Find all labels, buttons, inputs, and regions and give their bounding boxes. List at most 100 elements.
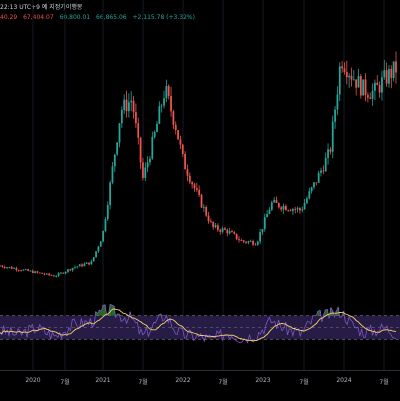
- header-value: 60,800.01: [59, 14, 91, 21]
- candle-body: [163, 98, 165, 106]
- candle-body: [48, 273, 51, 276]
- candle-body: [376, 82, 379, 86]
- candle-body: [186, 169, 189, 176]
- candle-body: [252, 241, 254, 245]
- candle-body: [193, 184, 196, 189]
- candle-body: [174, 124, 177, 131]
- candle-body: [165, 86, 168, 99]
- candle-body: [8, 267, 11, 268]
- candle-body: [106, 205, 109, 220]
- candle-body: [15, 268, 18, 271]
- candle-body: [52, 275, 55, 277]
- candle-body: [369, 97, 372, 99]
- candle-body: [226, 229, 229, 234]
- candle-body: [303, 203, 306, 210]
- candle-body: [179, 139, 182, 145]
- candle-body: [146, 162, 149, 168]
- candle-body: [395, 61, 397, 73]
- candle-body: [118, 123, 121, 143]
- candle-body: [231, 231, 233, 233]
- candle-body: [306, 198, 308, 204]
- candle-body: [320, 170, 322, 173]
- candle-body: [120, 109, 123, 124]
- x-tick-label: 2022: [175, 377, 191, 384]
- candle-body: [125, 99, 128, 112]
- candle-body: [345, 71, 348, 78]
- candle-body: [29, 270, 32, 272]
- candle-body: [341, 66, 344, 69]
- candle-body: [198, 189, 201, 195]
- header-title: 22:13 UTC+9 예 지정가이행몽: [0, 4, 83, 11]
- candle-body: [153, 131, 156, 137]
- candle-body: [390, 68, 393, 78]
- candle-body: [301, 209, 304, 211]
- candle-body: [97, 246, 100, 252]
- candle-body: [99, 241, 102, 247]
- candle-body: [238, 239, 240, 241]
- candle-body: [31, 270, 34, 274]
- candle-body: [156, 123, 158, 132]
- candle-body: [64, 271, 67, 274]
- candle-body: [217, 225, 219, 230]
- candle-body: [74, 267, 76, 268]
- candle-body: [245, 241, 247, 243]
- candle-body: [184, 153, 187, 170]
- x-tick-label: 2023: [255, 377, 271, 384]
- candle-body: [191, 182, 194, 185]
- candle-body: [22, 269, 25, 271]
- candle-body: [127, 102, 130, 112]
- x-axis[interactable]: 2020 7월 2021 7월 2022 7월 2023 7월 2024 7월: [0, 370, 400, 401]
- candle-body: [268, 209, 271, 214]
- candle-body: [167, 86, 170, 96]
- candle-body: [259, 232, 261, 242]
- candle-body: [392, 61, 395, 78]
- candle-body: [130, 100, 133, 103]
- candle-body: [289, 210, 292, 212]
- candle-body: [343, 68, 346, 72]
- candle-body: [170, 95, 172, 112]
- candle-body: [60, 272, 62, 274]
- x-tick-label: 2020: [25, 377, 41, 384]
- candle-body: [109, 182, 112, 206]
- candle-body: [308, 191, 311, 199]
- candle-body: [43, 273, 46, 275]
- header-value: +2,115.78 (+3.32%): [132, 14, 195, 21]
- candle-body: [132, 100, 135, 113]
- header-value: 67,404.07: [23, 14, 54, 21]
- chart-canvas[interactable]: [0, 0, 400, 370]
- candle-body: [275, 200, 278, 203]
- candle-body: [228, 231, 231, 234]
- header-values: 40.29 67,404.07 60,800.01 66,865.06 +2,1…: [0, 13, 199, 22]
- candle-body: [291, 209, 294, 212]
- candle-body: [158, 106, 161, 124]
- candle-body: [388, 68, 390, 84]
- candle-body: [78, 264, 81, 267]
- x-tick-label: 2024: [336, 377, 352, 384]
- candle-body: [50, 275, 53, 276]
- chart-header: 22:13 UTC+9 예 지정가이행몽 40.29 67,404.07 60,…: [0, 0, 400, 30]
- candle-body: [67, 269, 69, 272]
- candle-body: [17, 270, 20, 271]
- candle-body: [315, 182, 318, 184]
- candle-body: [195, 188, 198, 190]
- candle-body: [378, 85, 381, 93]
- candle-body: [385, 70, 388, 84]
- candle-body: [287, 210, 290, 212]
- candle-body: [266, 213, 269, 218]
- candle-body: [350, 75, 353, 80]
- candle-body: [261, 229, 264, 233]
- candle-body: [76, 266, 79, 268]
- candle-body: [235, 233, 238, 240]
- candle-body: [41, 272, 44, 274]
- candle-body: [123, 99, 126, 110]
- x-tick-label: 7월: [60, 379, 70, 386]
- x-tick-label: 7월: [138, 379, 148, 386]
- candle-body: [10, 267, 13, 269]
- header-value: 66,865.06: [96, 14, 127, 21]
- candle-body: [149, 158, 151, 163]
- candle-body: [55, 276, 58, 277]
- candle-body: [359, 76, 362, 96]
- candle-body: [296, 208, 299, 210]
- candle-body: [139, 137, 142, 163]
